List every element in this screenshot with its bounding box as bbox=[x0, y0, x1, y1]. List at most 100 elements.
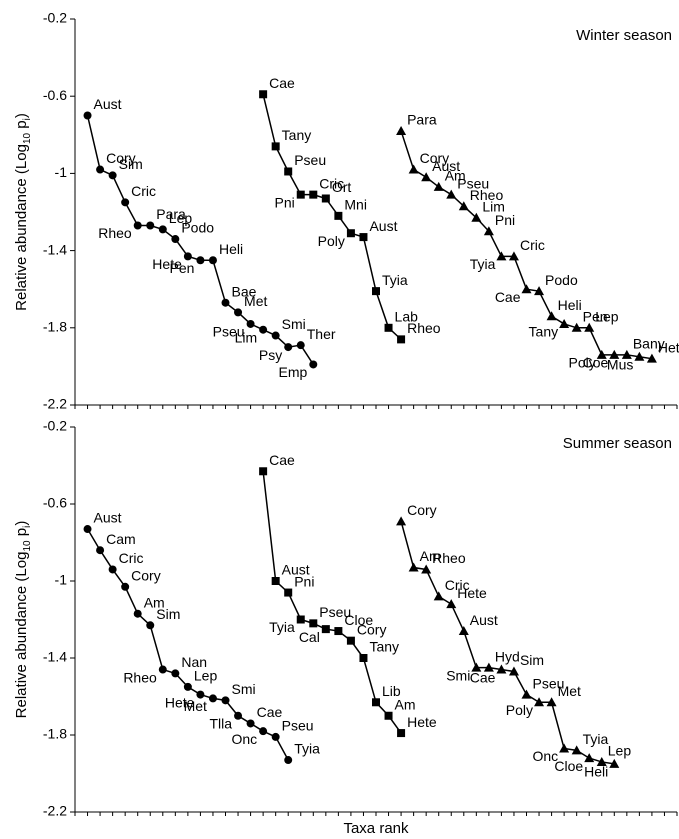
point-label: Cloe bbox=[344, 612, 373, 628]
point-label: Rheo bbox=[407, 320, 441, 336]
marker bbox=[471, 662, 482, 672]
marker bbox=[196, 690, 205, 699]
marker bbox=[396, 125, 407, 135]
y-tick-label: -0.2 bbox=[43, 10, 67, 26]
marker bbox=[521, 689, 532, 699]
marker bbox=[108, 171, 117, 180]
marker bbox=[596, 349, 607, 359]
point-label: Cae bbox=[257, 704, 283, 720]
y-axis-title-part: 10 bbox=[22, 132, 33, 144]
point-label: Hete bbox=[457, 585, 487, 601]
point-label: Am bbox=[420, 548, 441, 564]
point-label: Cae bbox=[269, 75, 295, 91]
marker bbox=[208, 694, 217, 703]
y-tick-label: -0.6 bbox=[43, 87, 67, 103]
point-label: Am bbox=[395, 696, 416, 712]
marker bbox=[259, 325, 268, 334]
point-label: Rheo bbox=[123, 669, 157, 685]
y-tick-label: -1.4 bbox=[43, 649, 67, 665]
marker bbox=[183, 252, 192, 261]
point-label: Tyia bbox=[294, 741, 320, 757]
point-label: Sim bbox=[119, 156, 143, 172]
marker bbox=[309, 619, 318, 628]
marker bbox=[483, 662, 494, 672]
marker bbox=[234, 308, 243, 317]
marker bbox=[259, 467, 268, 476]
point-label: Cloe bbox=[554, 758, 583, 774]
point-label: Lim bbox=[235, 329, 258, 345]
marker bbox=[183, 682, 192, 691]
point-label: Podo bbox=[545, 272, 578, 288]
point-label: Pseu bbox=[319, 604, 351, 620]
marker bbox=[584, 753, 595, 763]
marker bbox=[284, 756, 293, 765]
marker bbox=[421, 564, 432, 574]
marker bbox=[397, 729, 406, 738]
marker bbox=[171, 235, 180, 244]
point-label: Bae bbox=[232, 283, 257, 299]
panel-annotation: Summer season bbox=[563, 435, 672, 452]
point-label: Ther bbox=[307, 326, 336, 342]
marker bbox=[296, 190, 305, 199]
point-label: Pen bbox=[583, 309, 608, 325]
marker bbox=[96, 546, 105, 555]
marker bbox=[221, 696, 230, 705]
marker bbox=[334, 211, 343, 220]
marker bbox=[372, 287, 380, 296]
marker bbox=[408, 164, 419, 174]
point-label: Met bbox=[244, 293, 267, 309]
marker bbox=[384, 323, 393, 332]
marker bbox=[496, 664, 507, 674]
point-label: Tany bbox=[369, 639, 399, 655]
marker bbox=[146, 221, 155, 230]
marker bbox=[309, 190, 318, 199]
point-label: Cric bbox=[520, 237, 545, 253]
point-label: Hete bbox=[407, 714, 437, 730]
point-label: Sim bbox=[520, 652, 544, 668]
marker bbox=[496, 251, 507, 261]
marker bbox=[584, 322, 595, 332]
y-tick-label: -1.8 bbox=[43, 319, 67, 335]
marker bbox=[83, 525, 92, 534]
marker bbox=[158, 665, 167, 674]
y-axis-title-part: p bbox=[13, 528, 30, 541]
point-label: Lep bbox=[194, 668, 218, 684]
point-label: Lab bbox=[395, 309, 419, 325]
point-label: Cric bbox=[319, 175, 344, 191]
marker bbox=[83, 111, 92, 120]
marker bbox=[284, 343, 293, 352]
point-label: Emp bbox=[278, 364, 307, 380]
point-label: Cae bbox=[269, 452, 295, 468]
point-label: Tyia bbox=[269, 619, 295, 635]
marker bbox=[133, 221, 142, 230]
y-axis-title-part: Relative abundance (Log bbox=[13, 552, 30, 719]
point-label: Heli bbox=[219, 241, 243, 257]
point-label: Aust bbox=[94, 510, 122, 526]
marker bbox=[334, 627, 343, 636]
marker bbox=[458, 626, 469, 636]
point-label: Am bbox=[445, 168, 466, 184]
y-axis-title-part: i bbox=[22, 118, 33, 120]
point-label: Smi bbox=[446, 667, 470, 683]
marker bbox=[433, 181, 444, 191]
marker bbox=[421, 172, 432, 182]
marker bbox=[221, 298, 230, 307]
marker bbox=[158, 225, 167, 234]
point-label: Hete bbox=[165, 694, 195, 710]
marker bbox=[133, 609, 142, 618]
point-label: Lep bbox=[595, 309, 619, 325]
point-label: Psy bbox=[259, 347, 282, 363]
point-label: Poly bbox=[506, 702, 533, 718]
y-tick-label: -0.2 bbox=[43, 418, 67, 434]
marker bbox=[309, 360, 318, 369]
y-axis-title-part: ) bbox=[13, 113, 30, 118]
point-label: Poly bbox=[318, 233, 345, 249]
point-label: Lep bbox=[608, 743, 632, 759]
point-label: Tyia bbox=[382, 272, 408, 288]
point-label: Bany bbox=[633, 336, 665, 352]
marker bbox=[483, 226, 494, 236]
marker bbox=[121, 582, 130, 591]
point-label: Smi bbox=[232, 681, 256, 697]
point-label: Nan bbox=[181, 654, 207, 670]
